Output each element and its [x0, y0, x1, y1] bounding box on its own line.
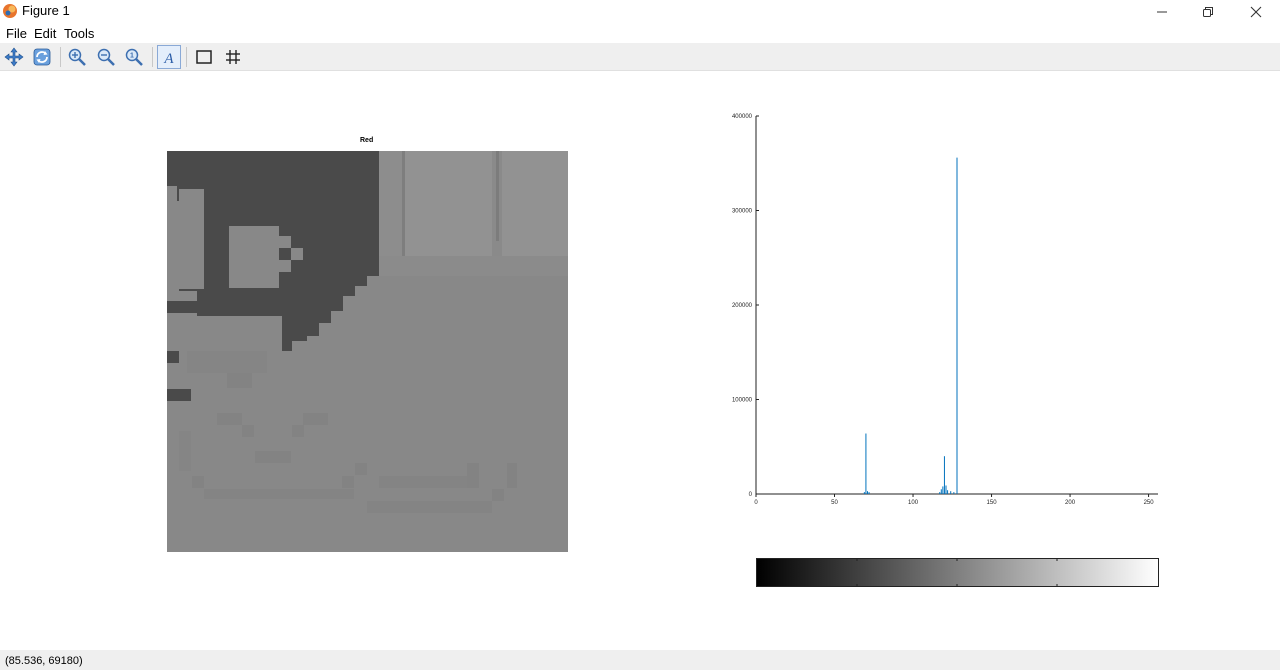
image-title: Red — [360, 137, 374, 144]
histogram-ticks: 0 50 100 150 200 250 0 100000 200000 300000 400000 — [732, 114, 1154, 506]
minimize-icon — [1157, 11, 1167, 12]
pan-button[interactable] — [2, 45, 26, 69]
restore-icon — [1203, 6, 1213, 17]
x-tick-label: 200 — [1065, 500, 1076, 506]
axes-box-icon — [196, 50, 212, 64]
window-title: Figure 1 — [22, 3, 70, 18]
toolbar-separator — [60, 47, 61, 67]
zoom-out-button[interactable] — [94, 45, 118, 69]
menu-file[interactable]: File — [6, 26, 27, 41]
zoom-out-icon — [97, 48, 115, 66]
x-tick-label: 150 — [987, 500, 998, 506]
menu-tools[interactable]: Tools — [64, 26, 95, 41]
minimize-button[interactable] — [1139, 0, 1185, 23]
y-tick-label: 200000 — [732, 303, 753, 309]
svg-text:1: 1 — [130, 53, 134, 60]
zoom-in-button[interactable] — [65, 45, 89, 69]
zoom-reset-button[interactable]: 1 — [122, 45, 146, 69]
x-tick-label: 0 — [754, 500, 758, 506]
x-tick-label: 250 — [1144, 500, 1155, 506]
y-tick-label: 100000 — [732, 398, 753, 404]
y-tick-label: 0 — [749, 492, 753, 498]
menu-edit[interactable]: Edit — [34, 26, 57, 41]
red-channel-image[interactable] — [167, 151, 568, 552]
y-tick-label: 400000 — [732, 114, 753, 120]
close-icon — [1250, 6, 1262, 17]
text-tool-icon: A — [163, 51, 174, 66]
x-tick-label: 100 — [908, 500, 919, 506]
title-bar: Figure 1 — [0, 0, 1280, 23]
grid-button[interactable] — [221, 45, 245, 69]
maximize-button[interactable] — [1185, 0, 1231, 23]
grayscale-colorbar — [756, 558, 1159, 587]
text-tool-button[interactable]: A — [157, 45, 181, 69]
close-button[interactable] — [1233, 0, 1279, 23]
cursor-coordinates: (85.536, 69180) — [5, 655, 83, 667]
pan-icon — [4, 47, 24, 67]
axes-box-button[interactable] — [192, 45, 216, 69]
x-tick-label: 50 — [831, 500, 838, 506]
rotate-icon — [33, 48, 51, 66]
zoom-reset-icon: 1 — [125, 48, 143, 66]
menu-bar: File Edit Tools — [0, 23, 1280, 43]
histogram-chart[interactable]: 0 50 100 150 200 250 0 100000 200000 300000 400000 — [720, 106, 1170, 516]
toolbar-separator — [186, 47, 187, 67]
figure-toolbar: 1 A — [0, 43, 1280, 71]
status-bar: (85.536, 69180) — [0, 650, 1280, 670]
y-tick-label: 300000 — [732, 209, 753, 215]
grid-icon — [226, 50, 240, 64]
histogram-bars — [863, 157, 958, 494]
toolbar-separator — [152, 47, 153, 67]
svg-text:A: A — [163, 51, 174, 66]
rotate-button[interactable] — [30, 45, 54, 69]
figure-canvas[interactable]: Red — [0, 71, 1280, 650]
octave-logo-icon — [3, 4, 17, 18]
zoom-in-icon — [68, 48, 86, 66]
